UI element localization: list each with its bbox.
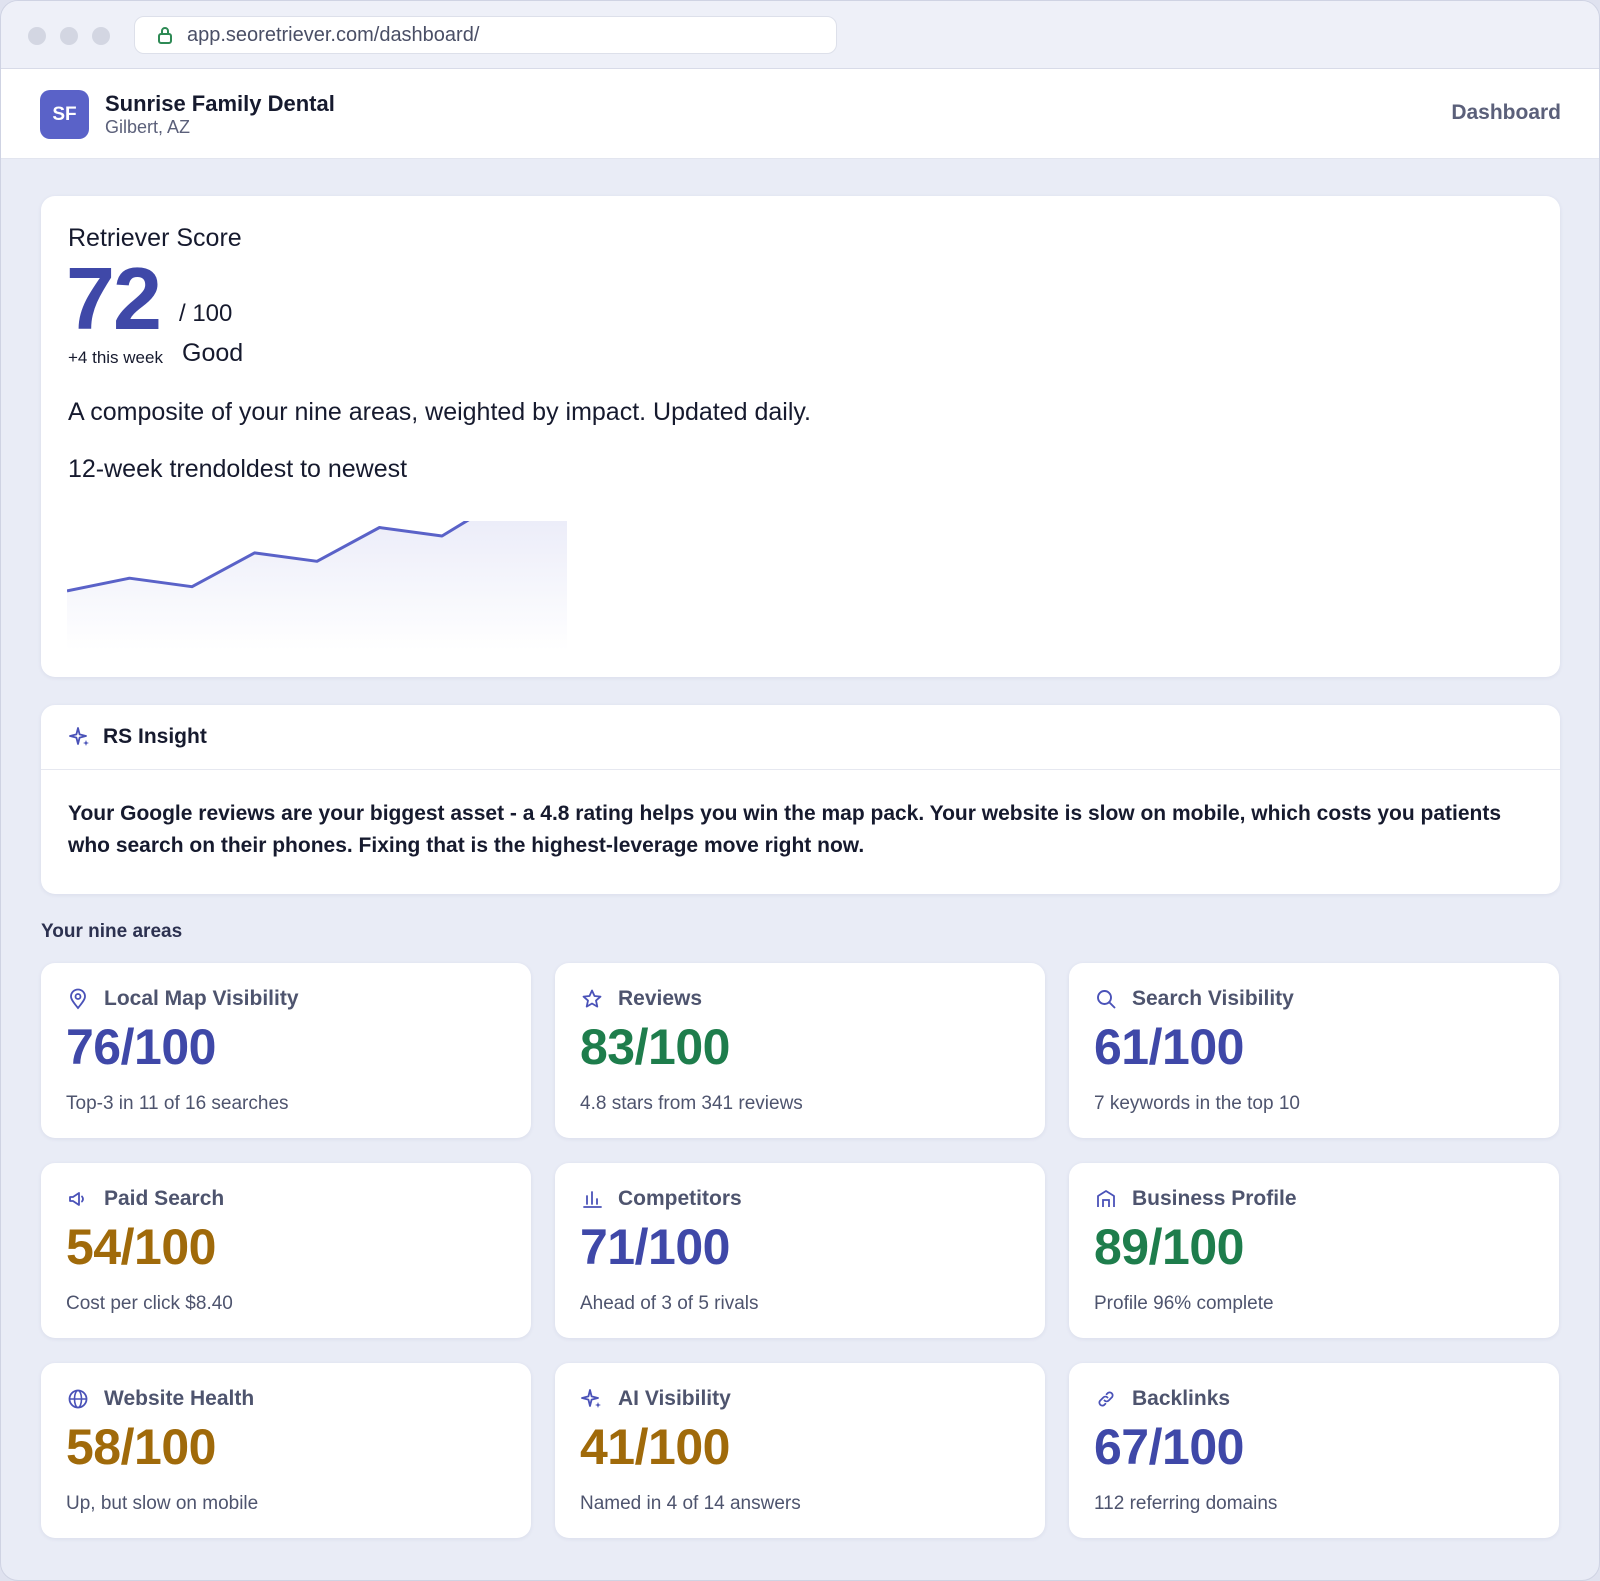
score-description: A composite of your nine areas, weighted… xyxy=(68,398,812,426)
storefront-icon xyxy=(1097,1190,1115,1207)
area-detail: 4.8 stars from 341 reviews xyxy=(580,1093,803,1114)
score-label: Retriever Score xyxy=(68,224,242,252)
star-icon xyxy=(582,989,602,1008)
globe-icon xyxy=(68,1389,88,1409)
area-detail: Cost per click $8.40 xyxy=(66,1293,233,1314)
area-score: 54/100 xyxy=(66,1219,216,1275)
sparkle-icon xyxy=(581,1389,601,1408)
area-card-paid-search[interactable]: Paid Search 54/100 Cost per click $8.40 xyxy=(41,1163,531,1338)
area-detail: Ahead of 3 of 5 rivals xyxy=(580,1293,759,1314)
window-maximize-dot[interactable] xyxy=(92,27,110,45)
area-detail: 112 referring domains xyxy=(1094,1493,1278,1514)
area-name: Business Profile xyxy=(1132,1187,1297,1210)
area-card-reviews[interactable]: Reviews 83/100 4.8 stars from 341 reviews xyxy=(555,963,1045,1138)
address-bar[interactable]: app.seoretriever.com/dashboard/ xyxy=(134,16,837,54)
insight-text: Your Google reviews are your biggest ass… xyxy=(68,802,1502,857)
bar-chart-icon xyxy=(583,1191,602,1208)
area-detail: 7 keywords in the top 10 xyxy=(1094,1093,1300,1114)
nav-dashboard-link[interactable]: Dashboard xyxy=(1451,101,1561,124)
areas-section-label: Your nine areas xyxy=(41,921,183,942)
area-score: 58/100 xyxy=(66,1419,216,1475)
window-minimize-dot[interactable] xyxy=(60,27,78,45)
score-out-of: / 100 xyxy=(179,300,233,327)
area-card-business-profile[interactable]: Business Profile 89/100 Profile 96% comple… xyxy=(1069,1163,1559,1338)
area-name: Search Visibility xyxy=(1132,987,1294,1010)
area-name: Local Map Visibility xyxy=(104,987,299,1010)
insight-header: RS Insight xyxy=(41,705,1560,770)
score-rating: Good xyxy=(182,339,244,367)
area-name: Competitors xyxy=(618,1187,742,1210)
area-detail: Profile 96% complete xyxy=(1094,1293,1274,1314)
area-card-ai-visibility[interactable]: AI Visibility 41/100 Named in 4 of 14 answ… xyxy=(555,1363,1045,1538)
link-icon xyxy=(1098,1391,1114,1407)
area-card-competitors[interactable]: Competitors 71/100 Ahead of 3 of 5 rivals xyxy=(555,1163,1045,1338)
lock-icon xyxy=(158,27,172,44)
score-delta: +4 this week xyxy=(68,348,163,367)
insight-title: RS Insight xyxy=(103,725,207,748)
megaphone-icon xyxy=(69,1192,84,1206)
trend-line xyxy=(67,521,470,593)
area-score: 76/100 xyxy=(66,1019,216,1075)
sparkle-icon xyxy=(69,727,89,746)
area-card-local-map-visibility[interactable]: Local Map Visibility 76/100 Top-3 in 11 of… xyxy=(41,963,531,1138)
area-score: 41/100 xyxy=(580,1419,730,1475)
area-detail: Up, but slow on mobile xyxy=(66,1493,259,1514)
area-score: 83/100 xyxy=(580,1019,730,1075)
area-detail: Top-3 in 11 of 16 searches xyxy=(66,1093,289,1114)
search-icon xyxy=(1097,990,1116,1009)
area-card-backlinks[interactable]: Backlinks 67/100 112 referring domains xyxy=(1069,1363,1559,1538)
area-name: Backlinks xyxy=(1132,1387,1231,1410)
area-card-search-visibility[interactable]: Search Visibility 61/100 7 keywords in the… xyxy=(1069,963,1559,1138)
area-name: Paid Search xyxy=(104,1187,225,1210)
business-name: Sunrise Family Dental xyxy=(105,91,335,116)
rs-insight-card: RS Insight Your Google reviews are your … xyxy=(41,705,1560,894)
area-detail: Named in 4 of 14 answers xyxy=(580,1493,801,1514)
area-name: AI Visibility xyxy=(618,1387,731,1410)
area-score: 67/100 xyxy=(1094,1419,1244,1475)
window-close-dot[interactable] xyxy=(28,27,46,45)
area-card-website-health[interactable]: Website Health 58/100 Up, but slow on mobi… xyxy=(41,1363,531,1538)
map-pin-icon xyxy=(70,988,86,1010)
url-text: app.seoretriever.com/dashboard/ xyxy=(187,23,480,46)
trend-chart xyxy=(67,521,567,651)
business-location: Gilbert, AZ xyxy=(105,117,191,137)
area-score: 89/100 xyxy=(1094,1219,1244,1275)
retriever-score-card: Retriever Score 72 / 100 +4 this week Go… xyxy=(41,196,1560,677)
browser-chrome: app.seoretriever.com/dashboard/ xyxy=(1,1,1599,69)
trend-area-fill xyxy=(67,521,567,651)
area-score: 61/100 xyxy=(1094,1019,1244,1075)
app-header: SF Sunrise Family Dental Gilbert, AZ Das… xyxy=(1,69,1599,159)
avatar[interactable]: SF xyxy=(40,90,89,139)
score-value: 72 xyxy=(66,249,162,348)
trend-label: 12-week trendoldest to newest xyxy=(68,455,408,483)
area-name: Reviews xyxy=(618,987,703,1010)
area-score: 71/100 xyxy=(580,1219,730,1275)
area-name: Website Health xyxy=(104,1387,255,1410)
